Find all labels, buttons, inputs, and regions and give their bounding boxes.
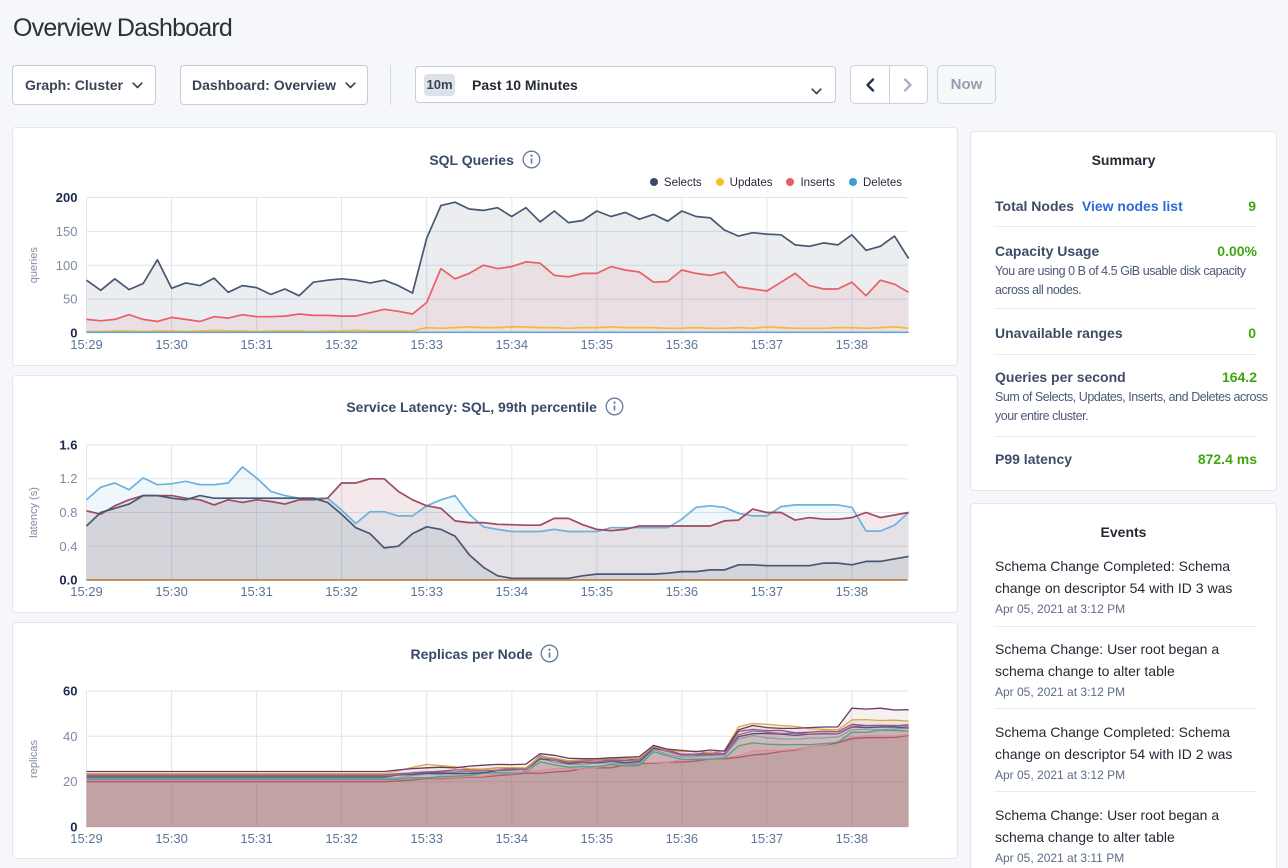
- svg-text:15:32: 15:32: [325, 584, 358, 599]
- svg-text:200: 200: [56, 190, 78, 205]
- svg-text:15:30: 15:30: [155, 337, 188, 352]
- svg-text:15:37: 15:37: [751, 337, 784, 352]
- svg-text:15:29: 15:29: [70, 584, 103, 599]
- svg-text:15:37: 15:37: [751, 831, 784, 846]
- svg-text:15:31: 15:31: [240, 584, 273, 599]
- svg-text:15:38: 15:38: [836, 584, 869, 599]
- svg-text:queries: queries: [28, 247, 40, 284]
- svg-text:15:32: 15:32: [325, 831, 358, 846]
- svg-text:0.0: 0.0: [59, 573, 77, 588]
- svg-text:replicas: replicas: [28, 740, 40, 778]
- svg-text:50: 50: [63, 292, 77, 307]
- svg-text:15:37: 15:37: [751, 584, 784, 599]
- svg-text:15:35: 15:35: [581, 831, 614, 846]
- svg-text:15:33: 15:33: [410, 337, 443, 352]
- svg-text:40: 40: [63, 729, 77, 744]
- svg-text:15:31: 15:31: [240, 337, 273, 352]
- svg-text:15:35: 15:35: [581, 584, 614, 599]
- svg-text:15:33: 15:33: [410, 831, 443, 846]
- svg-text:0: 0: [70, 326, 77, 341]
- svg-text:15:34: 15:34: [496, 584, 529, 599]
- svg-text:0: 0: [70, 820, 77, 835]
- svg-text:15:36: 15:36: [666, 584, 699, 599]
- svg-text:15:38: 15:38: [836, 337, 869, 352]
- svg-text:100: 100: [56, 258, 78, 273]
- svg-text:15:34: 15:34: [496, 337, 529, 352]
- svg-text:15:36: 15:36: [666, 831, 699, 846]
- svg-text:15:31: 15:31: [240, 831, 273, 846]
- svg-text:60: 60: [63, 684, 77, 699]
- svg-text:15:34: 15:34: [496, 831, 529, 846]
- svg-text:15:35: 15:35: [581, 337, 614, 352]
- svg-text:150: 150: [56, 224, 78, 239]
- svg-text:15:29: 15:29: [70, 337, 103, 352]
- svg-text:15:32: 15:32: [325, 337, 358, 352]
- svg-text:15:38: 15:38: [836, 831, 869, 846]
- svg-text:0.4: 0.4: [59, 539, 77, 554]
- svg-text:15:29: 15:29: [70, 831, 103, 846]
- svg-text:15:30: 15:30: [155, 831, 188, 846]
- svg-text:15:36: 15:36: [666, 337, 699, 352]
- svg-text:0.8: 0.8: [59, 505, 77, 520]
- svg-text:20: 20: [63, 774, 77, 789]
- svg-text:1.2: 1.2: [59, 471, 77, 486]
- svg-text:15:33: 15:33: [410, 584, 443, 599]
- svg-text:1.6: 1.6: [59, 438, 77, 453]
- svg-text:15:30: 15:30: [155, 584, 188, 599]
- svg-text:latency (s): latency (s): [28, 487, 40, 538]
